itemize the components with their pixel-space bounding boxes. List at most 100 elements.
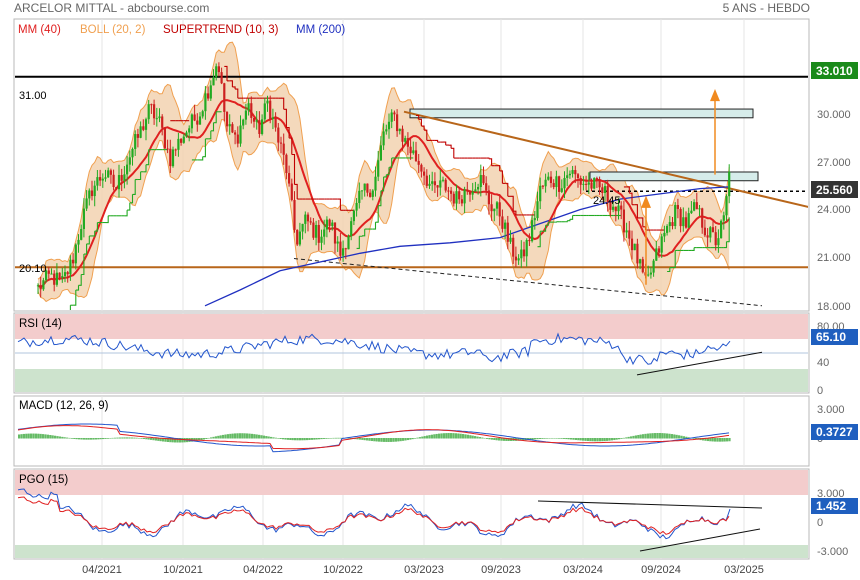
macd-histogram-bar — [166, 438, 169, 442]
supertrend-segment — [337, 198, 341, 211]
macd-value-badge — [811, 424, 858, 440]
supertrend-segment — [94, 222, 98, 232]
macd-histogram-bar — [320, 438, 323, 440]
macd-histogram-bar — [500, 438, 503, 441]
candle-body — [131, 148, 134, 158]
macd-histogram-bar — [459, 433, 462, 439]
macd-histogram-bar — [236, 433, 239, 439]
candle-body — [90, 190, 94, 197]
macd-histogram-bar — [286, 438, 289, 440]
macd-histogram-bar — [116, 437, 119, 439]
macd-histogram-bar — [231, 433, 234, 439]
supertrend-segment — [378, 190, 382, 207]
supertrend-segment — [389, 157, 393, 168]
macd-histogram-bar — [704, 438, 707, 441]
candle-body — [290, 183, 293, 200]
candle-body — [684, 217, 688, 228]
macd-histogram-bar — [495, 438, 498, 441]
macd-histogram-bar — [243, 433, 246, 439]
candle-body — [207, 93, 210, 99]
candle-body — [401, 128, 404, 142]
macd-histogram-bar — [478, 437, 481, 439]
price-y-axis: 30.000 27.000 24.000 21.000 18.000 — [817, 109, 851, 313]
macd-histogram-bar — [229, 433, 232, 439]
macd-histogram-bar — [656, 433, 659, 439]
macd-histogram-bar — [58, 436, 61, 439]
supertrend-segment — [146, 149, 150, 166]
macd-histogram-bar — [145, 438, 148, 440]
candle-body — [620, 205, 623, 210]
supertrend-segment — [375, 205, 379, 223]
macd-histogram-bar — [224, 434, 227, 439]
candle-body — [703, 227, 706, 236]
candle-body — [695, 202, 698, 210]
candle-body — [436, 185, 439, 188]
resistance-zone-rect — [589, 171, 759, 182]
supertrend-segment — [542, 225, 547, 232]
macd-histogram-bar — [202, 438, 205, 440]
supertrend-segment — [434, 139, 439, 143]
candle-body — [377, 160, 380, 177]
candle-body — [223, 83, 226, 112]
candle-body — [514, 256, 517, 261]
macd-histogram-bar — [469, 435, 472, 439]
candle-body — [217, 66, 220, 73]
macd-histogram-bar — [327, 438, 330, 439]
rsi-title: RSI (14) — [19, 318, 62, 330]
candle-body — [150, 104, 153, 106]
chart-title: ARCELOR MITTAL - abcbourse.com — [14, 1, 209, 15]
macd-histogram-bar — [87, 438, 90, 440]
macd-histogram-bar — [589, 438, 592, 442]
candle-body — [647, 274, 650, 276]
macd-histogram-bar — [200, 438, 203, 440]
macd-histogram-bar — [409, 438, 412, 440]
macd-histogram-bar — [613, 438, 616, 441]
candle-body — [53, 273, 56, 285]
supertrend-segment — [488, 158, 493, 166]
macd-histogram-bar — [219, 435, 222, 439]
macd-histogram-bar — [404, 438, 407, 441]
supertrend-segment — [451, 147, 455, 159]
candle-body — [444, 179, 447, 191]
macd-histogram-bar — [462, 434, 465, 439]
macd-histogram-bar — [349, 438, 352, 439]
candle-body — [701, 208, 704, 228]
supertrend-segment — [672, 250, 676, 269]
candle-body — [228, 124, 231, 127]
candle-body — [493, 208, 496, 212]
candle-body — [177, 138, 180, 150]
macd-histogram-bar — [138, 437, 141, 439]
macd-histogram-bar — [294, 438, 297, 441]
macd-histogram-bar — [433, 434, 436, 439]
macd-histogram-bar — [682, 436, 685, 439]
candle-body — [363, 183, 366, 191]
macd-histogram-bar — [140, 438, 143, 439]
macd-histogram-bar — [272, 437, 275, 439]
macd-histogram-bar — [332, 437, 335, 439]
macd-histogram-bar — [385, 438, 388, 442]
candle-body — [93, 185, 96, 197]
supertrend-segment — [124, 210, 128, 217]
supertrend-segment — [210, 122, 215, 132]
candle-body — [134, 134, 137, 149]
candle-body — [255, 120, 258, 122]
macd-histogram-bar — [253, 434, 256, 439]
candle-body — [117, 175, 121, 190]
candle-body — [382, 131, 385, 146]
macd-histogram-bar — [291, 438, 294, 441]
macd-histogram-bar — [130, 437, 133, 439]
supertrend-segment — [421, 125, 425, 131]
macd-histogram-bar — [529, 438, 532, 440]
candle-body — [320, 236, 323, 243]
candle-body — [528, 240, 531, 242]
macd-histogram-bar — [68, 437, 71, 439]
supertrend-segment — [424, 129, 428, 141]
macd-histogram-bar — [435, 433, 438, 439]
macd-histogram-bar — [723, 438, 726, 442]
macd-value: 0.3727 — [816, 425, 853, 439]
macd-histogram-bar — [428, 435, 431, 439]
macd-histogram-bar — [598, 438, 601, 442]
pgo-title: PGO (15) — [19, 474, 68, 486]
macd-histogram-bar — [171, 438, 174, 443]
